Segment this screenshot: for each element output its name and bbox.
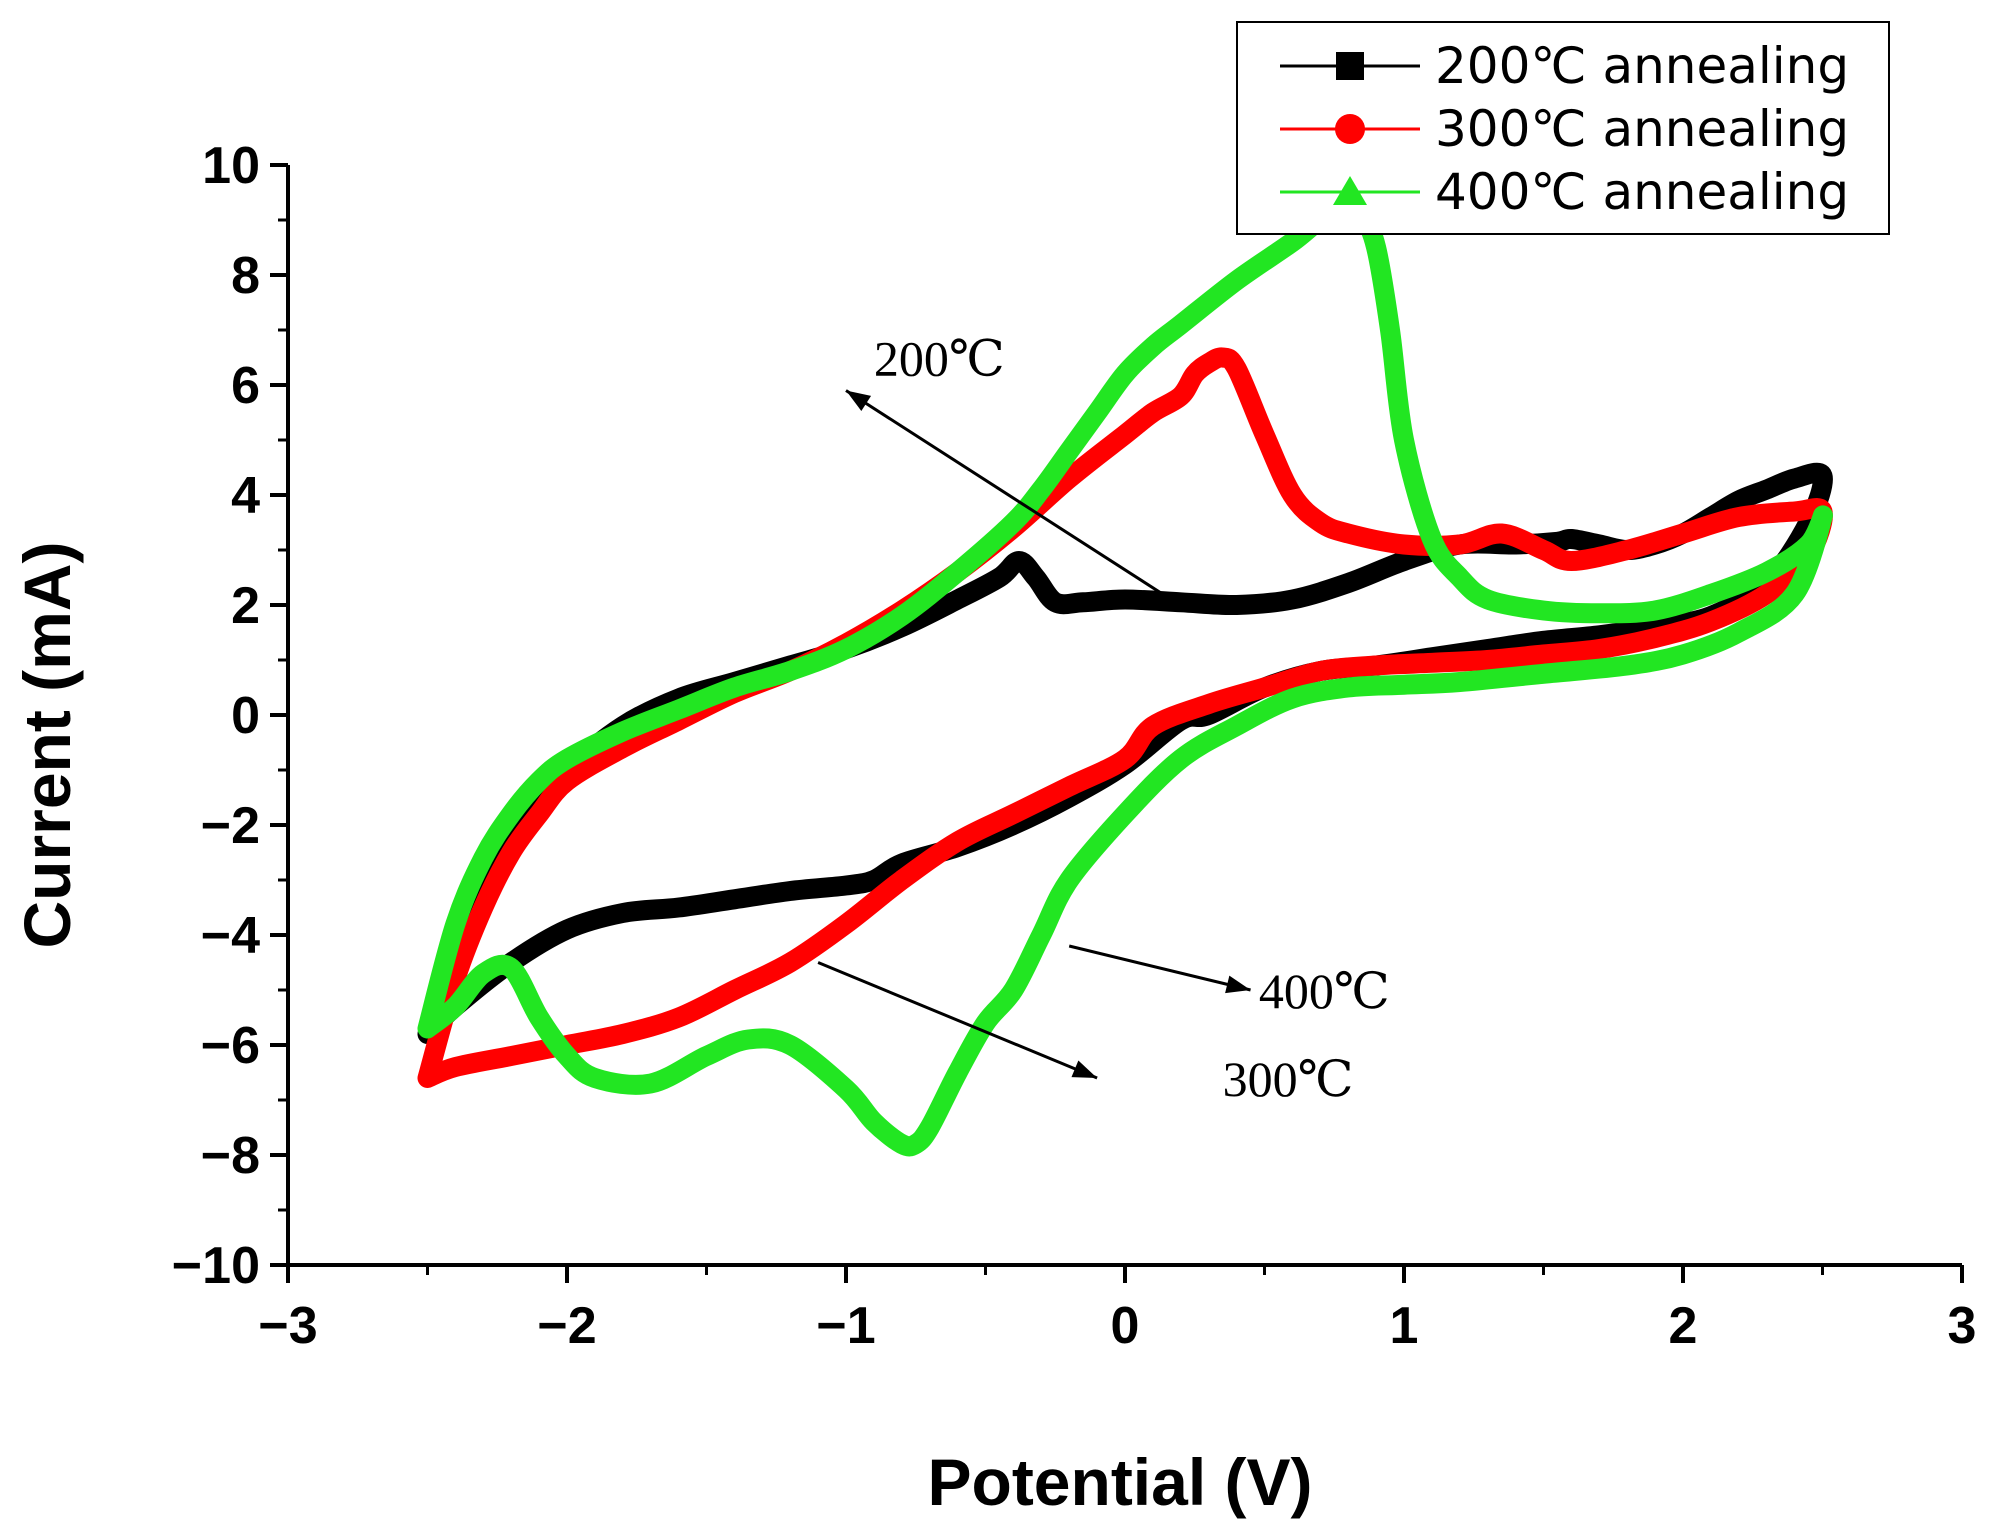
y-tick-label: 4 [231,467,260,525]
y-tick-label: −10 [172,1237,260,1295]
legend-label: 400℃ annealing [1435,163,1849,221]
x-tick-label: 1 [1390,1297,1419,1355]
y-tick-label: −4 [201,907,260,965]
annotations: 200℃ 300℃ 400℃ [817,331,1390,1107]
y-axis-title: Current (mA) [10,542,84,949]
axes [286,165,1962,1267]
x-tick-label: 3 [1948,1297,1977,1355]
annotation-arrowhead [1225,975,1251,994]
y-tick-label: 8 [231,247,260,305]
annotation-label: 200℃ [874,331,1005,387]
x-tick-label: −3 [258,1297,317,1355]
x-tick-label: −2 [537,1297,596,1355]
y-tick-label: 6 [231,357,260,415]
annotation-300c: 300℃ [817,961,1354,1107]
y-tick-label: 0 [231,687,260,745]
y-tick-label: −6 [201,1017,260,1075]
series-layer [417,193,1833,1157]
x-tick-label: 2 [1669,1297,1698,1355]
legend-circle-marker [1335,114,1365,144]
x-tick-label: 0 [1111,1297,1140,1355]
legend-entry-400c: 400℃ annealing [1280,163,1849,221]
legend-triangle-marker [1333,176,1367,205]
annotation-arrow [1068,944,1251,992]
annotation-arrow [817,961,1098,1080]
y-tick-label: 10 [202,137,260,195]
annotation-label: 300℃ [1223,1051,1354,1107]
legend-entry-200c: 200℃ annealing [1280,37,1849,95]
annotation-arrowhead [846,390,872,412]
annotation-arrow [845,389,1168,599]
legend-entry-300c: 300℃ annealing [1280,100,1849,158]
y-tick-label: −8 [201,1127,260,1185]
annotation-400c: 400℃ [1068,944,1390,1019]
y-tick-label: 2 [231,577,260,635]
legend-label: 300℃ annealing [1435,100,1849,158]
legend-label: 200℃ annealing [1435,37,1849,95]
legend-square-marker [1336,52,1364,80]
annotation-200c: 200℃ [845,331,1168,599]
annotation-arrowhead [1071,1060,1098,1078]
x-axis-title: Potential (V) [927,1445,1312,1519]
x-tick-label: −1 [816,1297,875,1355]
x-ticks: −3 −2 −1 0 1 2 3 [258,1265,1976,1355]
y-ticks: −10 −8 −6 −4 −2 0 2 4 6 8 10 [172,137,288,1295]
series-400c-line [417,193,1833,1157]
y-tick-label: −2 [201,797,260,855]
annotation-label: 400℃ [1259,963,1390,1019]
